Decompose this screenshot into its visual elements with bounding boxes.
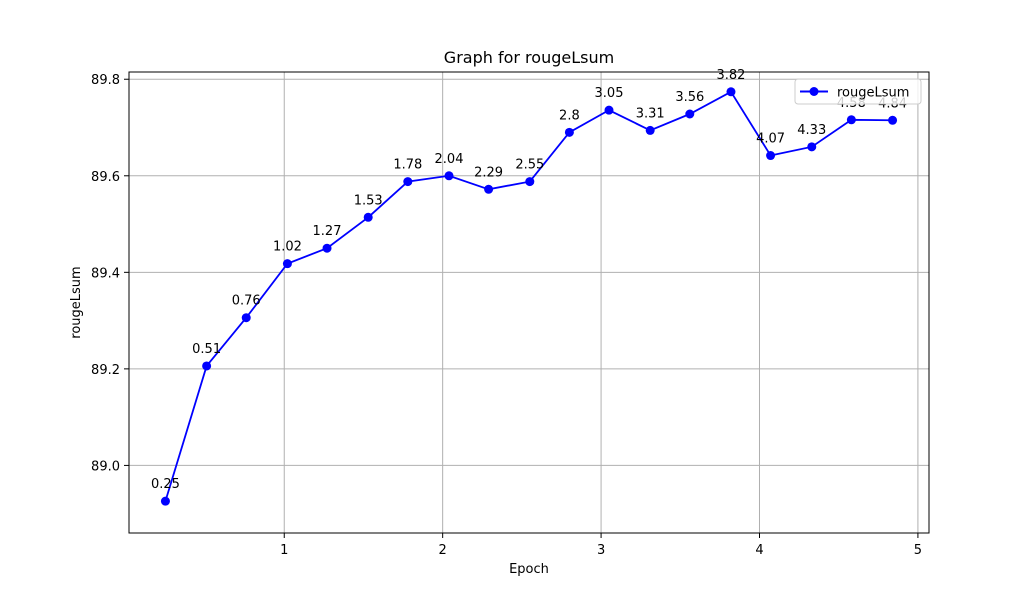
data-point-label: 1.53 xyxy=(354,193,383,208)
series-layer xyxy=(160,87,898,506)
data-point xyxy=(202,361,212,371)
x-tick-label: 2 xyxy=(439,543,447,558)
legend-box xyxy=(794,78,922,105)
data-point xyxy=(160,496,170,506)
y-tick-label: 89.2 xyxy=(91,363,120,378)
data-point xyxy=(888,115,898,125)
y-ticks: 89.0 89.2 89.4 89.6 89.8 xyxy=(91,73,129,474)
y-tick-label: 89.6 xyxy=(91,170,120,185)
data-point xyxy=(846,115,856,125)
data-point xyxy=(604,105,614,115)
data-point-label: 2.8 xyxy=(559,108,580,123)
data-point xyxy=(525,177,535,187)
data-point xyxy=(807,142,817,152)
y-axis-label: rougeLsum xyxy=(69,266,84,338)
data-point-label: 3.56 xyxy=(675,90,704,105)
data-point-label: 2.04 xyxy=(435,152,464,167)
y-tick-label: 89.4 xyxy=(91,266,120,281)
data-point-label: 3.82 xyxy=(717,68,746,83)
data-point xyxy=(282,259,292,269)
plot-frame xyxy=(128,71,930,534)
data-point-label: 3.05 xyxy=(595,86,624,101)
data-point xyxy=(766,151,776,161)
data-point xyxy=(564,127,574,137)
data-point-label: 2.29 xyxy=(474,165,503,180)
data-point xyxy=(484,184,494,194)
data-point-label: 1.02 xyxy=(273,240,302,255)
x-axis-label: Epoch xyxy=(509,562,549,577)
data-point xyxy=(685,109,695,119)
data-point-label: 3.31 xyxy=(636,106,665,121)
data-point xyxy=(403,177,413,187)
data-point xyxy=(363,212,373,222)
data-point xyxy=(645,125,655,135)
data-point-label: 2.55 xyxy=(515,158,544,173)
x-ticks: 1 2 3 4 5 xyxy=(280,533,922,558)
data-point-label: 4.33 xyxy=(797,123,826,138)
chart-title: Graph for rougeLsum xyxy=(444,48,614,67)
y-tick-label: 89.0 xyxy=(91,459,120,474)
x-tick-label: 5 xyxy=(914,543,922,558)
legend: rougeLsum xyxy=(794,78,922,105)
data-point-label: 0.76 xyxy=(232,294,261,309)
data-point-label: 1.78 xyxy=(393,158,422,173)
data-point-label: 0.51 xyxy=(192,342,221,357)
data-point xyxy=(241,313,251,323)
legend-marker xyxy=(809,87,819,96)
data-point-label: 0.25 xyxy=(151,477,180,492)
legend-entry-rougelsum: rougeLsum xyxy=(837,86,909,101)
point-labels-layer: 0.25 0.51 0.76 1.02 1.27 1.53 1.78 2.04 2.29 2.55… xyxy=(151,68,907,492)
x-tick-label: 3 xyxy=(597,543,605,558)
data-point xyxy=(726,87,736,97)
series-line-0 xyxy=(164,90,893,502)
x-tick-label: 1 xyxy=(280,543,288,558)
data-point-label: 1.27 xyxy=(313,224,342,239)
data-point xyxy=(322,243,332,253)
data-point xyxy=(444,171,454,181)
y-tick-label: 89.8 xyxy=(91,73,120,88)
data-point-label: 4.07 xyxy=(756,132,785,147)
x-tick-label: 4 xyxy=(755,543,763,558)
